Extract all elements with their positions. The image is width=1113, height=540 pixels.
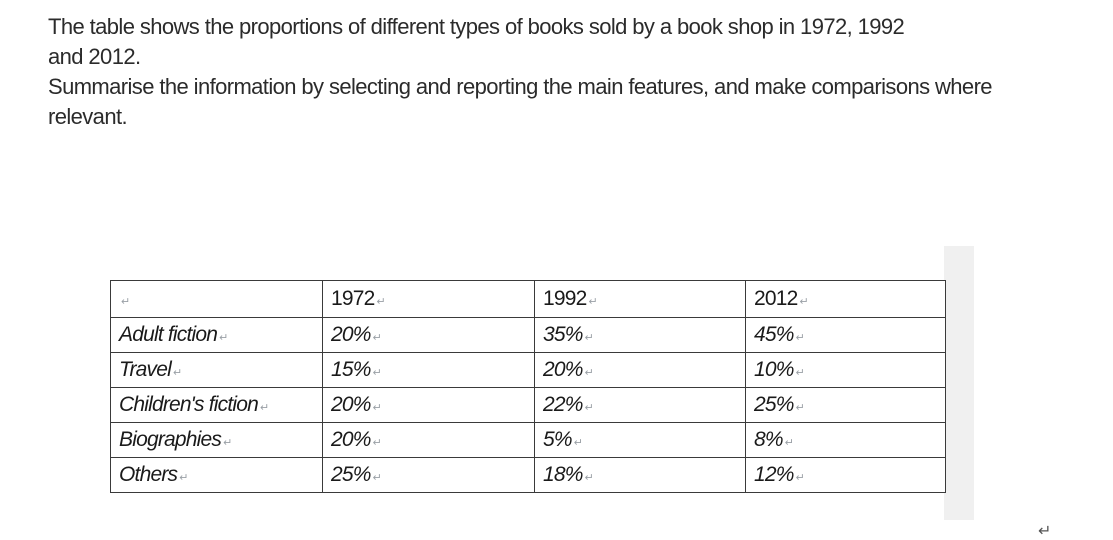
row-category: Travel ↵: [110, 352, 323, 388]
table-row: Children's fiction ↵ 20% ↵ 22% ↵ 25% ↵: [110, 387, 946, 423]
cell-1992: 35% ↵: [534, 317, 746, 353]
row-category: Adult fiction ↵: [110, 317, 323, 353]
cell-end-mark: ↵: [376, 296, 386, 308]
cell-1972: 15% ↵: [322, 352, 535, 388]
cell-1972: 25% ↵: [322, 457, 535, 493]
table-row: Others ↵ 25% ↵ 18% ↵ 12% ↵: [110, 457, 946, 493]
row-category: Children's fiction ↵: [110, 387, 323, 423]
row-category: Biographies ↵: [110, 422, 323, 458]
book-sales-table: ↵ 1972 ↵ 1992 ↵ 2012 ↵ Adult fiction ↵ 20% ↵ …: [110, 280, 946, 493]
cell-1972: 20% ↵: [322, 422, 535, 458]
header-cell-empty: ↵: [110, 280, 323, 318]
cell-end-mark: ↵: [121, 296, 130, 308]
cell-end-mark: ↵: [799, 296, 809, 308]
cell-1992: 5% ↵: [534, 422, 746, 458]
cell-1972: 20% ↵: [322, 387, 535, 423]
cell-1992: 20% ↵: [534, 352, 746, 388]
row-category: Others ↵: [110, 457, 323, 493]
prompt-line-2b: relevant.: [48, 104, 128, 129]
prompt-paragraph-2: Summarise the information by selecting a…: [48, 72, 1048, 132]
prompt-line-1b: and 2012.: [48, 44, 141, 69]
cell-1992: 18% ↵: [534, 457, 746, 493]
prompt-paragraph-1: The table shows the proportions of diffe…: [48, 12, 1048, 72]
header-cell-1992: 1992 ↵: [534, 280, 746, 318]
cell-2012: 45% ↵: [745, 317, 946, 353]
paragraph-return-icon: ↵: [1038, 521, 1052, 540]
cell-2012: 25% ↵: [745, 387, 946, 423]
table-row: Biographies ↵ 20% ↵ 5% ↵ 8% ↵: [110, 422, 946, 458]
cell-2012: 12% ↵: [745, 457, 946, 493]
prompt-line-2: Summarise the information by selecting a…: [48, 74, 993, 99]
table-header-row: ↵ 1972 ↵ 1992 ↵ 2012 ↵: [110, 280, 946, 318]
cell-1972: 20% ↵: [322, 317, 535, 353]
table-row: Travel ↵ 15% ↵ 20% ↵ 10% ↵: [110, 352, 946, 388]
header-cell-2012: 2012 ↵: [745, 280, 946, 318]
cell-2012: 8% ↵: [745, 422, 946, 458]
prompt-line-1: The table shows the proportions of diffe…: [48, 14, 905, 39]
task-prompt: The table shows the proportions of diffe…: [48, 12, 1048, 132]
cell-end-mark: ↵: [588, 296, 598, 308]
table-row: Adult fiction ↵ 20% ↵ 35% ↵ 45% ↵: [110, 317, 946, 353]
table-edge-shading: [944, 246, 974, 520]
cell-2012: 10% ↵: [745, 352, 946, 388]
cell-1992: 22% ↵: [534, 387, 746, 423]
header-cell-1972: 1972 ↵: [322, 280, 535, 318]
